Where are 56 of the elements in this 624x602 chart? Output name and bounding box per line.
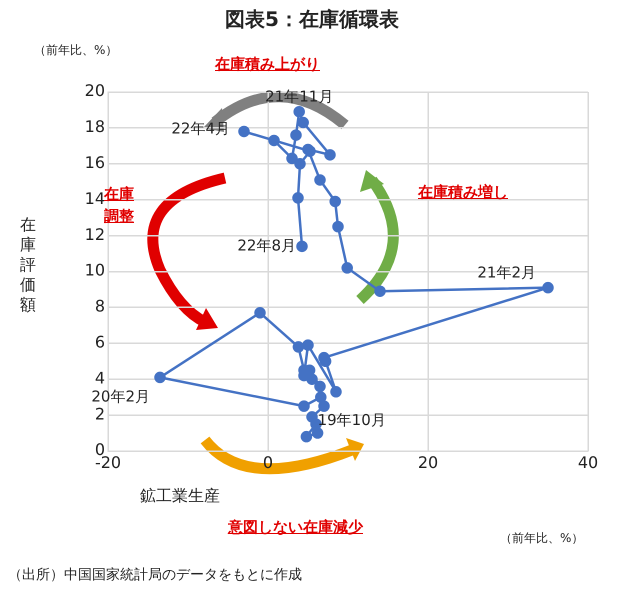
annotation: 22年4月: [171, 119, 230, 138]
x-axis-title: 鉱工業生産: [140, 486, 220, 507]
annotation: 在庫積み増し: [418, 183, 508, 202]
y-tick-label: 16: [84, 152, 105, 172]
y-tick-label: 6: [94, 332, 105, 352]
text: （前年比、%）: [500, 530, 584, 547]
annotation: 19年10月: [318, 410, 386, 429]
point: [254, 307, 266, 319]
point: [315, 391, 327, 403]
point: [318, 400, 330, 412]
point: [306, 411, 318, 423]
text: 意図しない在庫減少: [228, 518, 363, 537]
point: [238, 126, 250, 138]
point: [298, 400, 310, 412]
point: [341, 262, 353, 274]
text: 在庫積み上がり: [215, 55, 320, 74]
point: [314, 380, 326, 392]
point: [293, 106, 305, 118]
point: [324, 149, 336, 161]
y-tick-label: 12: [84, 224, 105, 244]
annotation: 22年8月: [237, 236, 296, 254]
y-tick-label: 10: [84, 260, 105, 280]
point: [292, 341, 304, 353]
text: （前年比、%）: [34, 42, 118, 59]
annotation: 20年2月: [91, 387, 150, 406]
point: [332, 220, 344, 232]
point: [302, 339, 314, 351]
annotation: 在庫調整: [104, 184, 135, 227]
point: [318, 352, 330, 364]
point: [286, 152, 298, 164]
point: [330, 386, 342, 398]
annotation: 21年2月: [477, 264, 536, 282]
point: [154, 372, 166, 384]
point: [312, 427, 324, 439]
point: [297, 116, 309, 128]
point: [294, 158, 306, 170]
y-tick-label: 20: [84, 81, 105, 100]
point: [292, 192, 304, 204]
y-axis-title: 在庫評価額: [20, 215, 37, 315]
y-tick-label: 14: [84, 188, 105, 208]
y-tick-label: 4: [94, 368, 105, 388]
point: [290, 129, 302, 141]
point: [268, 134, 280, 146]
y-tick-label: 8: [94, 296, 105, 316]
point: [329, 196, 341, 208]
point: [296, 240, 308, 252]
text: （出所）中国国家統計局のデータをもとに作成: [8, 566, 302, 584]
y-tick-label: 18: [84, 117, 105, 136]
chart-title: 図表5：在庫循環表: [224, 6, 400, 33]
point: [374, 285, 386, 297]
point: [314, 174, 326, 186]
x-tick-label: 40: [578, 452, 598, 472]
point: [300, 430, 312, 442]
y-tick-label: 2: [94, 404, 105, 424]
point: [542, 282, 554, 294]
x-tick-label: 20: [418, 452, 438, 472]
